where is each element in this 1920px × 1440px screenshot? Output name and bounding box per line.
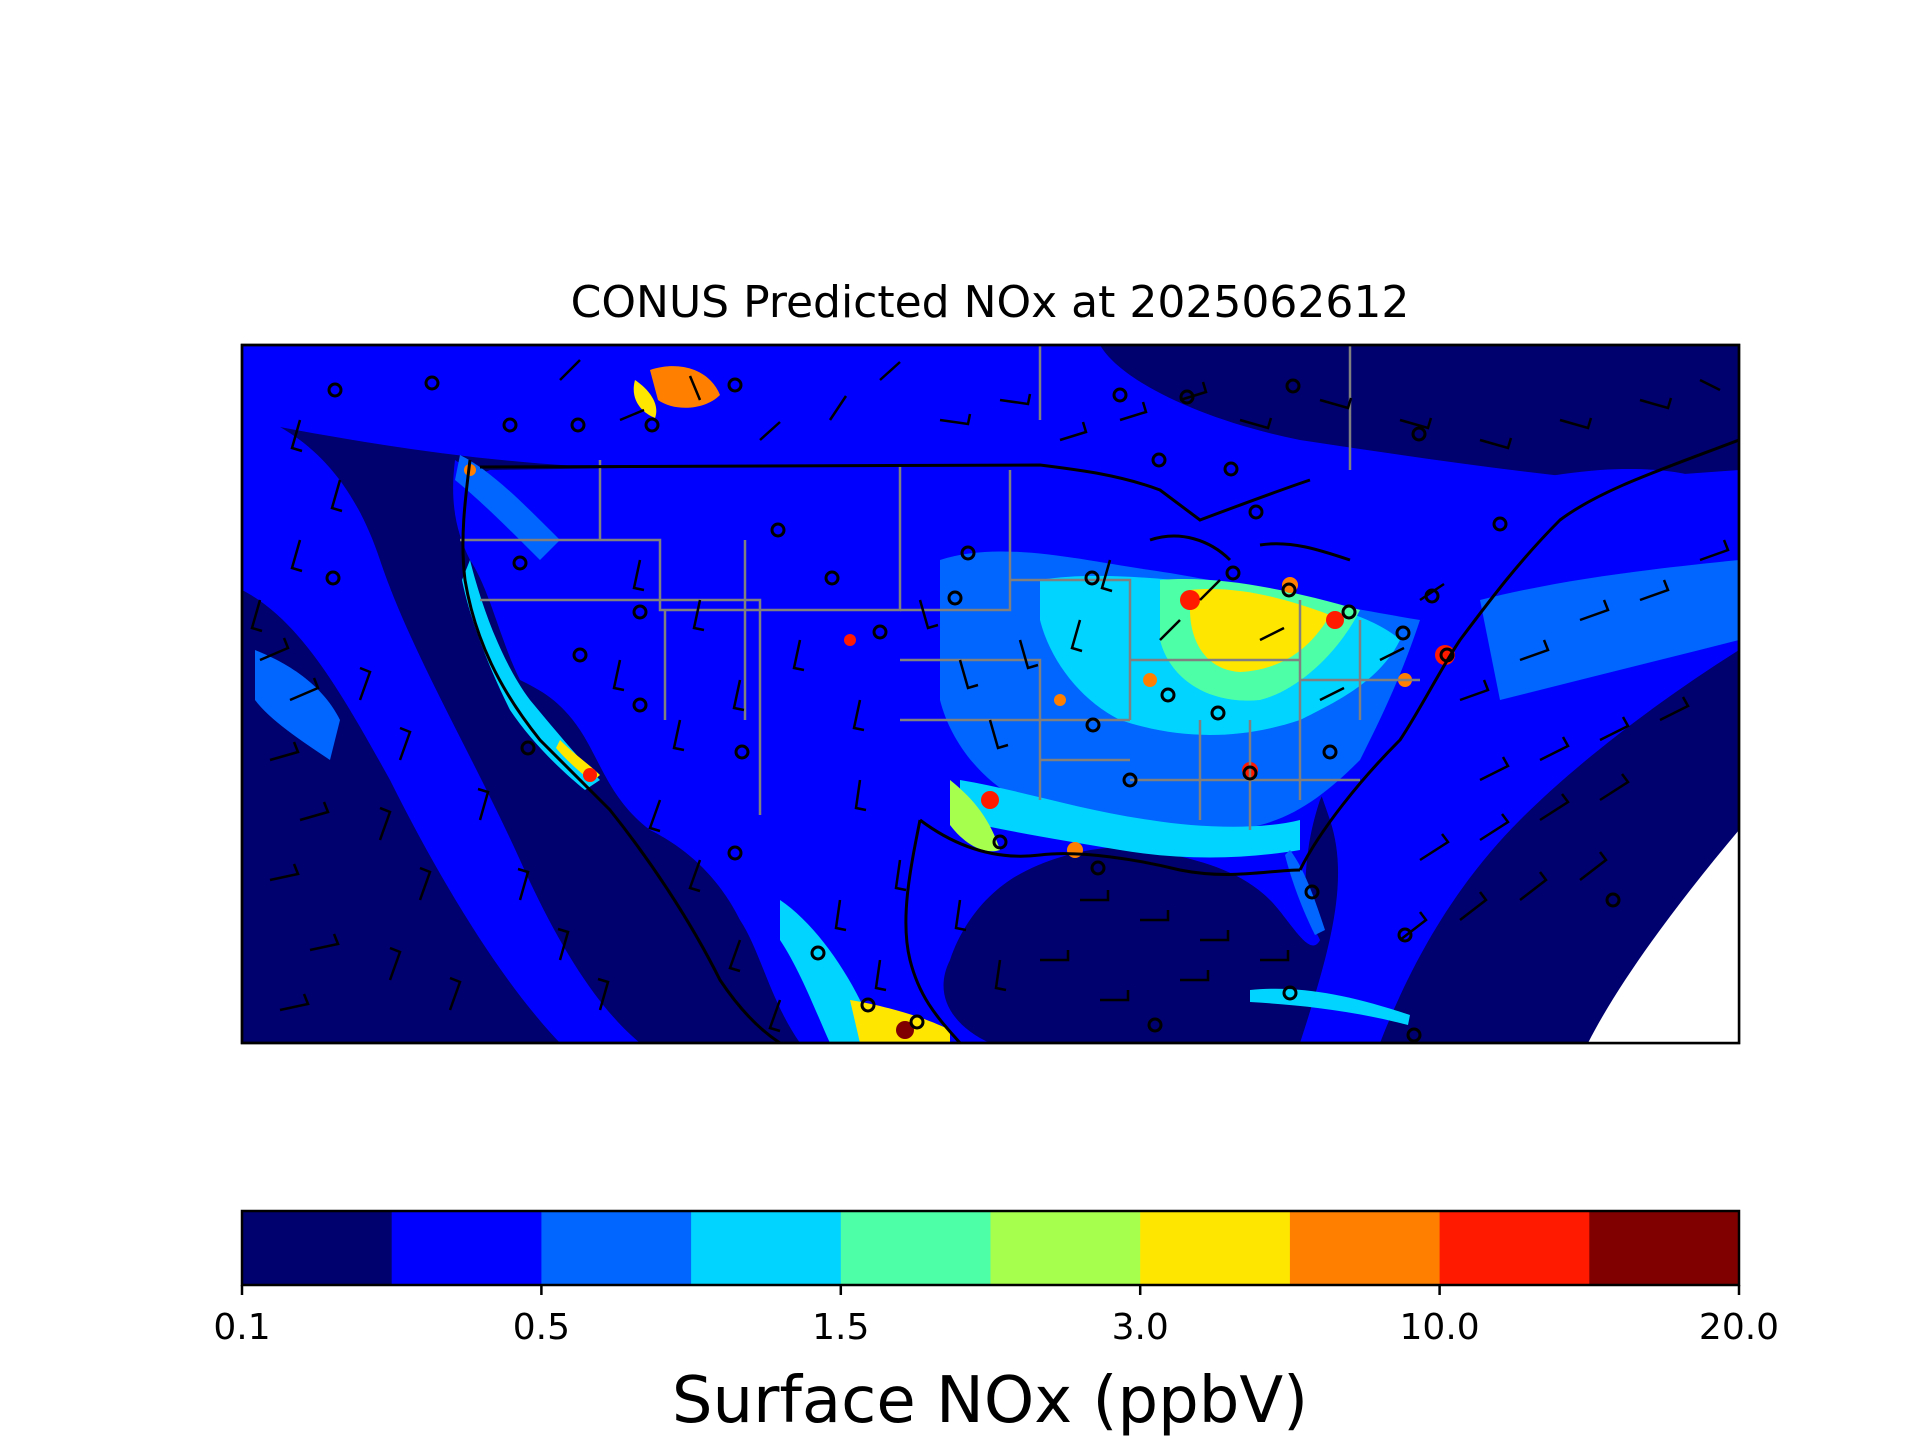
gulf-coastline bbox=[919, 818, 1301, 876]
hotspot-denver bbox=[844, 634, 856, 646]
colorbar-tick-label: 10.0 bbox=[1400, 1307, 1480, 1348]
colorbar-label: Surface NOx (ppbV) bbox=[672, 1364, 1308, 1438]
hotspot-los-angeles bbox=[583, 768, 597, 782]
mexico-gulf-coastline bbox=[904, 819, 962, 1043]
pacific-northwest-light bbox=[455, 455, 560, 560]
colorbar-segment bbox=[1589, 1211, 1740, 1285]
gulf-coast-band bbox=[960, 780, 1300, 858]
great-lakes-outline bbox=[1149, 534, 1351, 562]
colorbar-segment bbox=[840, 1211, 991, 1285]
colorbar-segment bbox=[691, 1211, 842, 1285]
map-frame-overlay bbox=[240, 343, 1741, 1045]
pacific-plume-band bbox=[242, 410, 640, 1043]
pacific-plume-light bbox=[255, 650, 340, 760]
colorbar-ticks: 0.1 0.5 1.5 3.0 10.0 20.0 bbox=[213, 1285, 1779, 1348]
wind-barbs bbox=[250, 359, 1730, 1033]
colorbar-segment bbox=[1140, 1211, 1291, 1285]
texas-corridor bbox=[950, 780, 1000, 852]
hotspot-kansas-city bbox=[1054, 694, 1066, 706]
colorbar-tick-label: 3.0 bbox=[1112, 1307, 1169, 1348]
colorbar-tick-label: 0.5 bbox=[513, 1307, 570, 1348]
colorbar-tick-label: 0.1 bbox=[213, 1307, 270, 1348]
colorbar-frame bbox=[240, 1209, 1741, 1287]
atlantic-coastline bbox=[1298, 438, 1739, 871]
urban-hotspots bbox=[464, 464, 1455, 1039]
state-borders bbox=[460, 345, 1420, 830]
alberta-plume-edge bbox=[633, 380, 657, 418]
colorbar-segment bbox=[1289, 1211, 1441, 1285]
colorbar-segment bbox=[391, 1211, 542, 1285]
colorbar-tick-label: 1.5 bbox=[812, 1307, 869, 1348]
hotspot-dallas bbox=[981, 791, 999, 809]
hotspot-mexico-city bbox=[896, 1021, 914, 1039]
alberta-plume bbox=[650, 366, 720, 408]
atlantic-plume-light bbox=[1480, 560, 1739, 700]
hotspot-ohio bbox=[1326, 611, 1344, 629]
coastlines bbox=[461, 438, 1739, 1043]
hotspot-st-louis bbox=[1143, 673, 1157, 687]
mexico-city-area bbox=[850, 1000, 950, 1043]
us-canada-border bbox=[479, 463, 1311, 522]
station-markers bbox=[325, 375, 1621, 1043]
pacific-coastline bbox=[461, 459, 781, 1043]
map-title: CONUS Predicted NOx at 2025062612 bbox=[571, 277, 1410, 328]
colorbar bbox=[242, 1211, 1740, 1285]
colorbar-tick-label: 20.0 bbox=[1699, 1307, 1779, 1348]
midwest-yellow bbox=[1190, 589, 1330, 672]
colorbar-segment bbox=[990, 1211, 1141, 1285]
colorbar-segment bbox=[541, 1211, 692, 1285]
map-panel bbox=[242, 345, 1739, 1043]
colorbar-segment bbox=[1439, 1211, 1590, 1285]
colorbar-segment bbox=[242, 1211, 393, 1285]
hotspot-chicago bbox=[1180, 590, 1200, 610]
no-data-region bbox=[1588, 830, 1739, 1043]
northern-canada-band bbox=[242, 345, 1739, 520]
